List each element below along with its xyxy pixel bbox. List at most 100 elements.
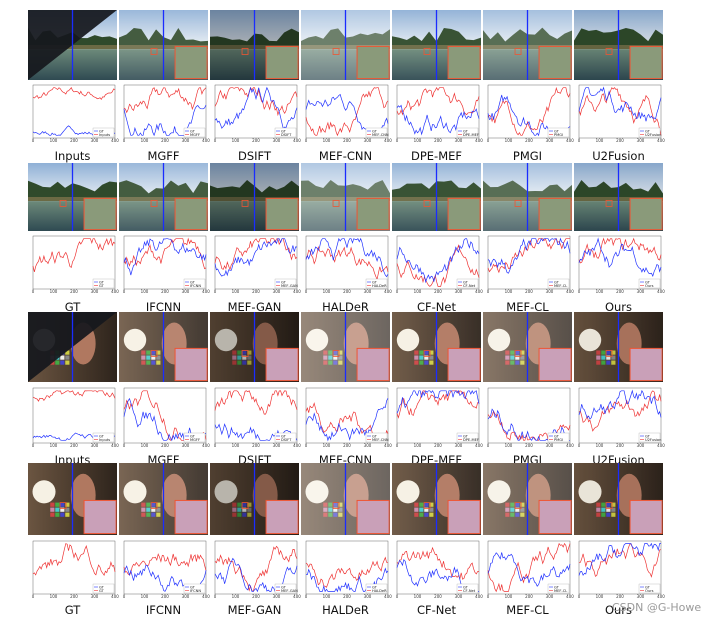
x-tick-label: 100 [505,594,513,599]
checker [611,360,616,365]
checker [333,507,338,512]
lamp [32,480,56,504]
profile-curve [487,408,571,441]
legend-box [638,583,661,594]
x-tick-label: 100 [505,138,513,143]
profile-curve [214,86,298,117]
plot-frame [32,84,116,139]
x-tick-label: 200 [434,138,442,143]
x-tick-label: 400 [657,443,665,448]
inset [538,197,572,231]
checker [419,360,424,365]
x-tick-label: 100 [50,138,58,143]
checker [242,502,247,507]
x-tick-label: 0 [305,594,308,599]
profile-curve [396,238,480,284]
x-tick-label: 0 [487,443,490,448]
checker [50,512,55,517]
method-label: MEF-CL [506,300,549,314]
legend-label: GT [554,280,560,284]
profile-curve [32,543,116,576]
checker [323,350,328,355]
checker [505,350,510,355]
x-tick-label: 400 [566,443,574,448]
x-tick-label: 0 [123,443,126,448]
legend-label: GT [554,129,560,133]
checker [338,512,343,517]
result-image [210,463,299,535]
checker [146,350,151,355]
profile-curve [578,390,662,432]
method-label: GT [65,603,82,617]
image-content [301,163,390,231]
x-tick-label: 0 [123,289,126,294]
checker [510,512,515,517]
roi [241,199,249,207]
method-label: MEF-GAN [228,603,282,617]
x-tick-label: 200 [616,443,624,448]
inset [538,499,572,535]
x-tick-label: 100 [596,443,604,448]
profile-curve [305,87,389,137]
x-tick-label: 0 [305,138,308,143]
lamp [487,328,511,352]
image-content [119,463,208,535]
legend-label: IFCNN [190,284,201,288]
checker [333,350,338,355]
x-tick-label: 300 [91,594,99,599]
result-image [574,312,663,382]
inset [265,197,299,231]
profile-curve [32,237,116,272]
method-label: Ours [605,603,632,617]
legend-label: HALDeR [372,589,387,593]
checker [520,507,525,512]
checker [596,360,601,365]
checker [333,502,338,507]
x-tick-label: 0 [32,138,35,143]
image-content [28,163,117,231]
checker [156,360,161,365]
x-tick-label: 0 [396,594,399,599]
profile-curve [578,86,662,122]
image-content [28,312,117,382]
x-tick-label: 100 [141,594,149,599]
legend-box [638,127,661,138]
checker [515,360,520,365]
x-tick-label: 300 [546,594,554,599]
legend-label: GT [554,585,560,589]
x-tick-label: 100 [414,594,422,599]
x-tick-label: 300 [637,594,645,599]
x-tick-label: 300 [91,289,99,294]
x-tick-label: 300 [546,443,554,448]
inset [83,197,117,231]
result-image [210,10,299,80]
roi [423,48,431,55]
checker [151,502,156,507]
x-tick-label: 0 [32,594,35,599]
result-image [28,10,117,80]
checker [65,502,70,507]
legend-label: DPE-MEF [463,133,479,137]
x-tick-label: 200 [161,138,169,143]
x-tick-label: 100 [323,138,331,143]
x-tick-label: 300 [182,594,190,599]
checker [156,512,161,517]
checker [520,502,525,507]
image-content [392,312,481,382]
result-image [392,163,481,231]
checker [515,502,520,507]
x-tick-label: 400 [111,289,119,294]
method-label: MGFF [147,149,179,163]
roi [514,350,522,357]
x-tick-label: 400 [293,289,301,294]
profile-curve [578,237,662,277]
image-content [210,463,299,535]
image-content [574,312,663,382]
roi [241,502,249,510]
x-tick-label: 0 [123,594,126,599]
x-tick-label: 100 [50,443,58,448]
image-content [119,10,208,80]
x-tick-label: 300 [637,138,645,143]
x-tick-label: 300 [273,594,281,599]
watermark: CSDN @G-Howe [612,601,701,614]
